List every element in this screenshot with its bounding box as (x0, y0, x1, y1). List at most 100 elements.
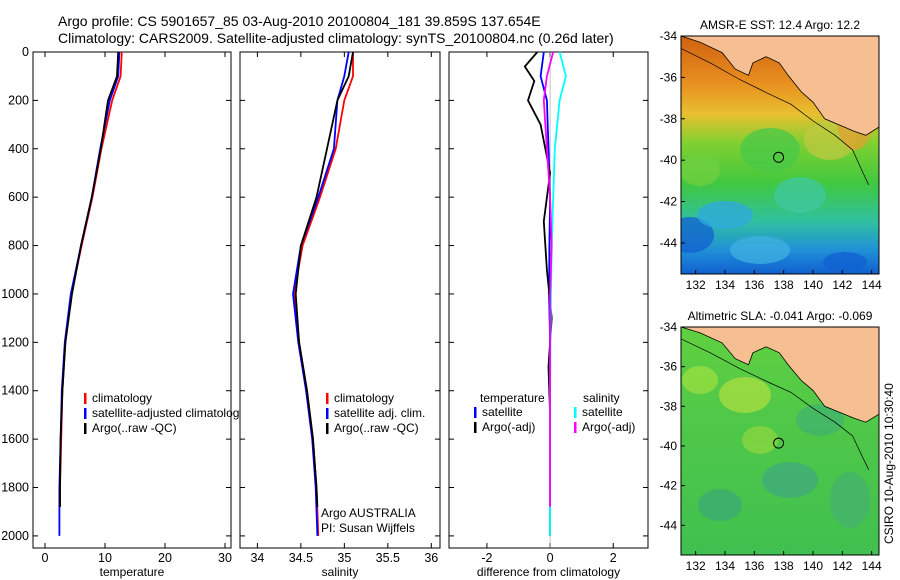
sla_map-xtick-label: 140 (803, 559, 823, 573)
agency-label: Argo AUSTRALIA (321, 506, 416, 520)
figure-title-line1: Argo profile: CS 5901657_85 03-Aug-2010 … (58, 13, 541, 29)
sla_map-xtick-label: 134 (715, 559, 735, 573)
sla-anomaly-patch (682, 366, 718, 394)
legend-entry: satellite adj. clim. (334, 406, 425, 420)
legend-swatch (574, 422, 577, 433)
sla_map-xtick-label: 138 (774, 559, 794, 573)
sla-anomaly-patch (719, 377, 771, 413)
legend-swatch (474, 407, 477, 418)
sla_map-xtick-label: 144 (862, 559, 882, 573)
temperature-xtick-label: 20 (158, 551, 172, 565)
sst_map-ytick-label: -44 (660, 236, 678, 250)
legend-entry: Argo(-adj) (482, 420, 535, 434)
sst-anomaly-patch (823, 252, 867, 272)
sst_map-xtick-label: 140 (803, 278, 823, 292)
sla_map-xtick-label: 142 (832, 559, 852, 573)
sla_map-ytick-label: -44 (660, 518, 678, 532)
sla_map-xtick-label: 136 (744, 559, 764, 573)
sst_map-xtick-label: 132 (686, 278, 706, 292)
temperature-ytick-label: 800 (8, 239, 29, 253)
legend-swatch (326, 393, 329, 404)
temperature-ytick-label: 1000 (1, 287, 29, 301)
legend-entry: satellite (482, 405, 523, 419)
sst_map-xtick-label: 142 (832, 278, 852, 292)
sla_map-ytick-label: -36 (660, 360, 678, 374)
sla-anomaly-patch (796, 404, 844, 436)
temperature-ytick-label: 600 (8, 190, 29, 204)
temperature-ytick-label: 0 (22, 45, 29, 59)
sst-map-panel: AMSR-E SST: 12.4 Argo: 12.2 132 134 136 138 1… (660, 18, 882, 292)
sla-anomaly-patch (762, 462, 818, 498)
sla-map-panel: Altimetric SLA: -0.041 Argo: -0.069 132 13… (660, 309, 882, 573)
difference-series-salinity-argo-adj- (542, 51, 555, 507)
credit-label: CSIRO 10-Aug-2010 10:30:40 (882, 383, 896, 544)
sst-anomaly-patch (774, 177, 826, 213)
legend-header-temperature: temperature (480, 391, 545, 405)
sla_map-field (681, 327, 879, 555)
sst_map-shelf-contour (681, 48, 870, 186)
temperature-ytick-label: 1200 (1, 335, 29, 349)
pi-label: PI: Susan Wijffels (321, 521, 415, 535)
legend-entry: climatology (92, 391, 152, 405)
legend-swatch (84, 408, 87, 419)
temperature-xtick-label: 0 (42, 551, 49, 565)
sla_map-title: Altimetric SLA: -0.041 Argo: -0.069 (688, 309, 873, 323)
sla_map-xtick-label: 132 (686, 559, 706, 573)
salinity-xtick-label: 34.5 (289, 551, 313, 565)
salinity-xlabel: salinity (322, 565, 359, 579)
temperature-ytick-label: 2000 (1, 529, 29, 543)
sla_map-shelf-contour (681, 338, 870, 470)
temperature-xlabel: temperature (100, 565, 165, 579)
sla_map-ytick-label: -34 (660, 320, 678, 334)
sst_map-ytick-label: -36 (660, 70, 678, 84)
legend-swatch (84, 423, 87, 434)
sla-anomaly-patch (698, 489, 742, 521)
sla_map-axes-box (680, 326, 880, 556)
legend-entry: Argo(..raw -QC) (92, 421, 177, 435)
temperature-series-argo-raw-qc- (59, 51, 120, 507)
sst-anomaly-patch (740, 128, 800, 172)
sst_map-land (681, 36, 879, 136)
sst_map-ytick-label: -38 (660, 112, 678, 126)
figure-title-line2: Climatology: CARS2009. Satellite-adjuste… (58, 30, 614, 46)
legend-swatch (326, 423, 329, 434)
legend-swatch (326, 408, 329, 419)
legend-entry: satellite-adjusted climatology (92, 406, 245, 420)
temperature-ytick-label: 1600 (1, 432, 29, 446)
sst_map-xtick-label: 136 (744, 278, 764, 292)
sst_map-argo-marker (773, 151, 785, 163)
sla-anomaly-patch (742, 426, 778, 454)
sla-anomaly-patch (830, 472, 870, 528)
salinity-xtick-label: 34 (250, 551, 264, 565)
difference-xtick-label: 2 (610, 551, 617, 565)
legend-swatch (474, 422, 477, 433)
salinity-axes-box (239, 51, 441, 549)
sst_map-xtick-label: 138 (774, 278, 794, 292)
legend-entry: Argo(-adj) (582, 420, 635, 434)
difference-xtick-label: -2 (481, 551, 492, 565)
temperature-xtick-label: 10 (98, 551, 112, 565)
temperature-panel: 0 10 20 30 0 200 400 600 800 1000 1200 1400 1600 1800… (1, 45, 245, 579)
salinity-xtick-label: 35 (337, 551, 351, 565)
salinity-xtick-label: 36 (424, 551, 438, 565)
sla_map-ytick-label: -38 (660, 399, 678, 413)
temperature-axes-box (32, 51, 232, 549)
salinity-series-argo-raw-qc- (294, 51, 354, 507)
sst-anomaly-patch (730, 236, 790, 264)
sst_map-ytick-label: -42 (660, 195, 678, 209)
temperature-ytick-label: 1800 (1, 481, 29, 495)
difference-xtick-label: 0 (547, 551, 554, 565)
salinity-xtick-label: 35.5 (376, 551, 400, 565)
difference-legend: temperature salinitysatelliteArgo(-adj)sa… (474, 391, 635, 434)
temperature-ytick-label: 200 (8, 93, 29, 107)
sst_map-field (681, 36, 879, 274)
sst-anomaly-patch (681, 217, 714, 253)
sst_map-xtick-label: 144 (862, 278, 882, 292)
temperature-xtick-label: 30 (218, 551, 232, 565)
temperature-ytick-label: 400 (8, 142, 29, 156)
sst-anomaly-patch (697, 201, 753, 229)
